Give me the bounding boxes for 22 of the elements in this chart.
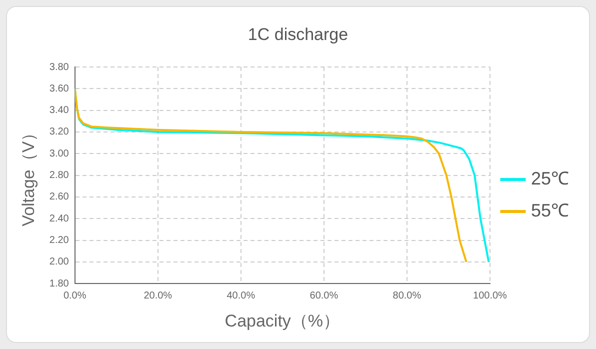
legend-label: 25℃	[530, 168, 570, 188]
y-tick-label: 3.00	[49, 148, 70, 160]
y-tick-label: 2.20	[49, 235, 70, 246]
y-tick-label: 2.00	[49, 256, 70, 268]
x-tick-label: 0.0%	[63, 290, 86, 302]
y-tick-label: 3.80	[49, 62, 70, 73]
chart-title: 1C discharge	[246, 25, 350, 45]
x-tick-label: 40.0%	[226, 290, 256, 302]
legend-label: 55℃	[530, 200, 570, 220]
y-tick-label: 3.20	[49, 126, 70, 138]
x-tick-label: 80.0%	[392, 290, 422, 302]
y-tick-label: 2.40	[49, 213, 70, 224]
y-tick-label: 3.40	[49, 105, 70, 116]
x-tick-label: 20.0%	[144, 290, 172, 302]
x-axis-title: Capacity（%）	[224, 311, 340, 330]
x-tick-label: 100.0%	[473, 290, 508, 302]
y-tick-label: 3.60	[49, 83, 70, 94]
y-tick-label: 1.80	[49, 278, 70, 290]
y-tick-label: 2.80	[49, 170, 70, 182]
y-axis-title: Voltage（V）	[18, 124, 38, 226]
y-tick-label: 2.60	[49, 192, 70, 203]
x-tick-label: 60.0%	[310, 290, 338, 302]
